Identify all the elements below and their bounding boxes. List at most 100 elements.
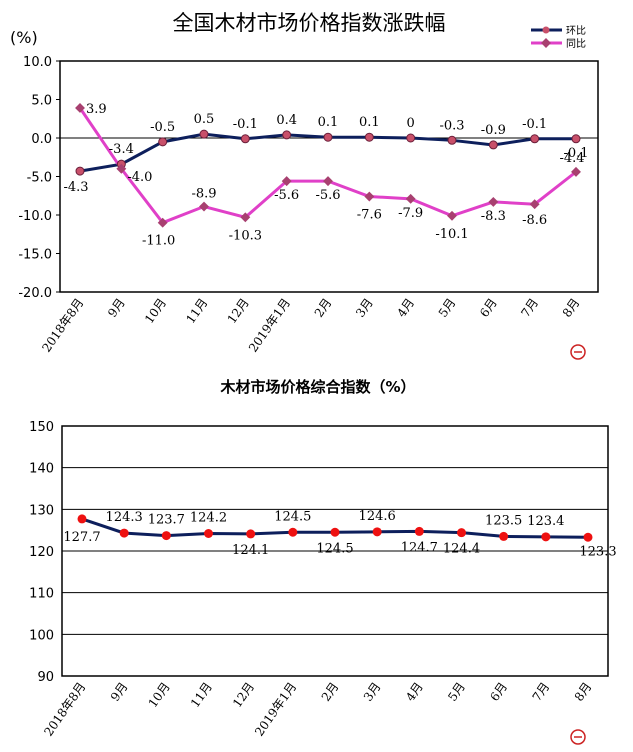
chart1-legend-label-2: 同比 bbox=[566, 38, 586, 50]
chart2-point bbox=[499, 531, 509, 541]
chart1-series-2-point bbox=[281, 176, 292, 187]
chart2-x-tick-label: 11月 bbox=[188, 680, 215, 710]
chart1-series-1-point bbox=[406, 133, 416, 143]
chart2-data-label: 124.5 bbox=[316, 541, 353, 556]
chart1-x-tick-label: 12月 bbox=[225, 296, 252, 326]
chart2-point bbox=[541, 532, 551, 542]
chart2-point bbox=[330, 527, 340, 537]
chart1-y-tick-label: -20.0 bbox=[18, 286, 52, 301]
chart1-series-2-point bbox=[323, 176, 333, 187]
chart2-data-label: 123.3 bbox=[579, 544, 616, 559]
chart1-series-2-data-label: -8.9 bbox=[191, 187, 216, 202]
chart2-y-tick-label: 100 bbox=[29, 628, 54, 643]
chart1-series-1-point bbox=[158, 137, 168, 147]
chart1-series-1-data-label: -0.1 bbox=[563, 146, 588, 161]
chart2-plot-border bbox=[61, 425, 609, 677]
chart1-series-2-data-label: -7.6 bbox=[357, 208, 382, 223]
chart1-series-1-data-label: 0.5 bbox=[194, 112, 215, 127]
chart2-point bbox=[414, 526, 424, 536]
chart1-y-tick-label: 10.0 bbox=[23, 55, 52, 70]
chart1-legend-marker-2 bbox=[541, 38, 551, 48]
chart1-series-1-data-label: -0.1 bbox=[233, 117, 258, 132]
chart2-data-label: 124.4 bbox=[443, 542, 480, 557]
chart2-x-tick-label: 3月 bbox=[361, 680, 384, 704]
chart1-series-2-data-label: -5.6 bbox=[274, 188, 299, 203]
chart2-y-tick-label: 140 bbox=[29, 462, 54, 477]
chart1-series-1-data-label: 0 bbox=[407, 116, 415, 131]
chart1-series-1-data-label: -4.3 bbox=[63, 180, 88, 195]
chart1-x-tick-label: 8月 bbox=[560, 296, 583, 320]
chart2-data-label: 124.7 bbox=[401, 540, 438, 555]
chart1-series-2-point bbox=[157, 217, 168, 228]
chart1-title: 全国木材市场价格指数涨跌幅 bbox=[173, 11, 446, 35]
chart1-x-tick-label: 10月 bbox=[142, 296, 169, 326]
chart1-series-2-point bbox=[240, 212, 251, 223]
chart1-series-2-point bbox=[199, 201, 209, 212]
chart1-x-tick-label: 5月 bbox=[436, 296, 459, 320]
chart2-data-label: 123.7 bbox=[148, 513, 185, 528]
chart1-y-tick-label: -10.0 bbox=[18, 209, 52, 224]
chart1-x-tick-label: 9月 bbox=[105, 296, 128, 320]
chart2-data-label: 124.3 bbox=[106, 510, 143, 525]
chart1-series-1-point bbox=[488, 140, 498, 150]
chart1-series-1-data-label: -0.3 bbox=[439, 118, 464, 133]
chart1-unit-label: (%) bbox=[10, 28, 38, 47]
chart1-legend-marker-1 bbox=[542, 26, 550, 34]
chart2-x-tick-label: 4月 bbox=[403, 680, 426, 704]
chart1-x-tick-label: 2019年1月 bbox=[246, 296, 293, 355]
chart1-series-2-point bbox=[75, 103, 85, 113]
chart1-series-2-data-label: -4.4 bbox=[559, 151, 584, 166]
chart2-point bbox=[457, 528, 466, 538]
chart1-x-tick-label: 4月 bbox=[394, 296, 417, 320]
chart1-series-1-data-label: -0.1 bbox=[522, 117, 547, 132]
chart1-series-1-point bbox=[364, 132, 374, 142]
chart2-x-tick-label: 2018年8月 bbox=[41, 680, 88, 739]
chart2-point bbox=[119, 528, 129, 538]
chart1-series-1-data-label: 0.1 bbox=[359, 115, 380, 130]
chart2-data-label: 123.4 bbox=[527, 514, 564, 529]
chart2-x-tick-label: 8月 bbox=[572, 680, 595, 704]
chart1-series-1-point bbox=[75, 166, 85, 176]
chart1-x-tick-label: 11月 bbox=[183, 296, 210, 326]
chart2-x-tick-label: 5月 bbox=[445, 680, 468, 704]
chart1-y-tick-label: -5.0 bbox=[27, 171, 52, 186]
chart1-series-2-data-label: -5.6 bbox=[315, 188, 340, 203]
chart1-series-2-data-label: -10.1 bbox=[435, 227, 468, 242]
chart2-y-tick-label: 130 bbox=[29, 503, 54, 518]
chart2-x-tick-label: 7月 bbox=[530, 680, 553, 704]
chart1-series-2-point bbox=[116, 163, 127, 174]
chart2-data-label: 123.5 bbox=[485, 513, 522, 528]
chart1-series-1-data-label: 0.4 bbox=[276, 113, 297, 128]
chart2-data-label: 124.5 bbox=[274, 509, 311, 524]
chart2-point bbox=[161, 531, 171, 541]
chart1-x-tick-label: 2018年8月 bbox=[39, 296, 86, 355]
chart2-point bbox=[204, 529, 213, 538]
chart1-series-1-data-label: -3.4 bbox=[109, 142, 134, 157]
chart2-data-label: 124.1 bbox=[232, 543, 269, 558]
chart1-series-1-point bbox=[199, 129, 209, 139]
logo-seal-2 bbox=[570, 729, 586, 745]
chart1-series-1-point bbox=[447, 135, 457, 145]
chart1-series-2-data-label: -7.9 bbox=[398, 206, 423, 221]
chart1-series-2-point bbox=[364, 191, 375, 202]
chart2-x-tick-label: 2月 bbox=[319, 680, 342, 704]
chart1-x-tick-label: 7月 bbox=[518, 296, 541, 320]
chart1-series-1-data-label: -0.5 bbox=[150, 120, 175, 135]
chart2-y-tick-label: 120 bbox=[29, 545, 54, 560]
chart1-series-1-point bbox=[323, 132, 333, 142]
chart2-x-tick-label: 6月 bbox=[487, 680, 510, 704]
chart2-x-tick-label: 2019年1月 bbox=[252, 680, 299, 739]
chart1-series-1-point bbox=[530, 134, 540, 144]
chart2-data-label: 124.6 bbox=[359, 509, 396, 524]
chart1-series-2-point bbox=[447, 210, 457, 221]
chart2-x-tick-label: 12月 bbox=[230, 680, 257, 710]
chart1-series-2-data-label: -11.0 bbox=[142, 234, 175, 249]
chart1-series-1-data-label: 0.1 bbox=[318, 115, 339, 130]
chart2-point bbox=[288, 527, 298, 537]
chart1-series-1-point bbox=[571, 134, 581, 144]
chart2-point bbox=[77, 514, 87, 524]
chart1-y-tick-label: 5.0 bbox=[31, 94, 52, 109]
chart1-series-1-point bbox=[282, 130, 292, 140]
chart1-series-1-point bbox=[240, 134, 250, 144]
chart2-data-label: 127.7 bbox=[63, 530, 100, 545]
